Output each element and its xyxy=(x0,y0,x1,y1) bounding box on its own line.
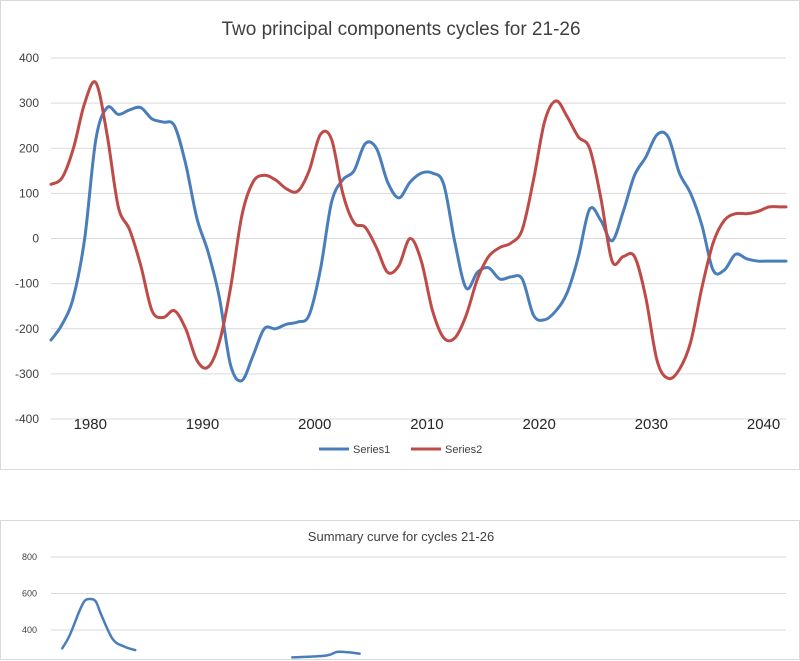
y-tick-label: 200 xyxy=(19,141,39,155)
y-tick-label: 400 xyxy=(19,51,39,65)
y-tick-label: 300 xyxy=(19,96,39,110)
legend-label-series2: Series2 xyxy=(445,444,482,456)
chart-panel-bottom: Summary curve for cycles 21-26 400 600 800 xyxy=(0,520,800,660)
x-tick-label: 2020 xyxy=(522,416,555,433)
y-tick-label: 800 xyxy=(22,552,37,562)
y-tick-label: -400 xyxy=(15,412,39,426)
chart-title: Summary curve for cycles 21-26 xyxy=(308,529,494,544)
chart-legend: Series1 Series2 xyxy=(319,444,482,456)
chart-bottom-svg: Summary curve for cycles 21-26 400 600 800 xyxy=(1,521,800,661)
y-tick-label: -100 xyxy=(15,277,39,291)
chart-title: Two principal components cycles for 21-2… xyxy=(221,19,580,40)
series-line-2 xyxy=(51,82,786,379)
y-tick-label: -300 xyxy=(15,367,39,381)
x-tick-label: 2010 xyxy=(410,416,443,433)
chart-top-svg: Two principal components cycles for 21-2… xyxy=(1,1,800,471)
x-tick-label: 1980 xyxy=(74,416,107,433)
chart-panel-top: Two principal components cycles for 21-2… xyxy=(0,0,800,470)
x-tick-label: 2040 xyxy=(747,416,780,433)
summary-line-segment-2 xyxy=(292,652,359,658)
x-tick-label: 2030 xyxy=(635,416,668,433)
y-tick-label: -200 xyxy=(15,322,39,336)
legend-label-series1: Series1 xyxy=(353,444,390,456)
y-tick-label: 0 xyxy=(32,232,39,246)
y-tick-label: 100 xyxy=(19,186,39,200)
y-tick-label: 600 xyxy=(22,589,37,599)
y-tick-label: 400 xyxy=(22,625,37,635)
x-tick-label: 2000 xyxy=(298,416,331,433)
x-tick-label: 1990 xyxy=(186,416,219,433)
summary-line-segment-1 xyxy=(62,599,135,650)
